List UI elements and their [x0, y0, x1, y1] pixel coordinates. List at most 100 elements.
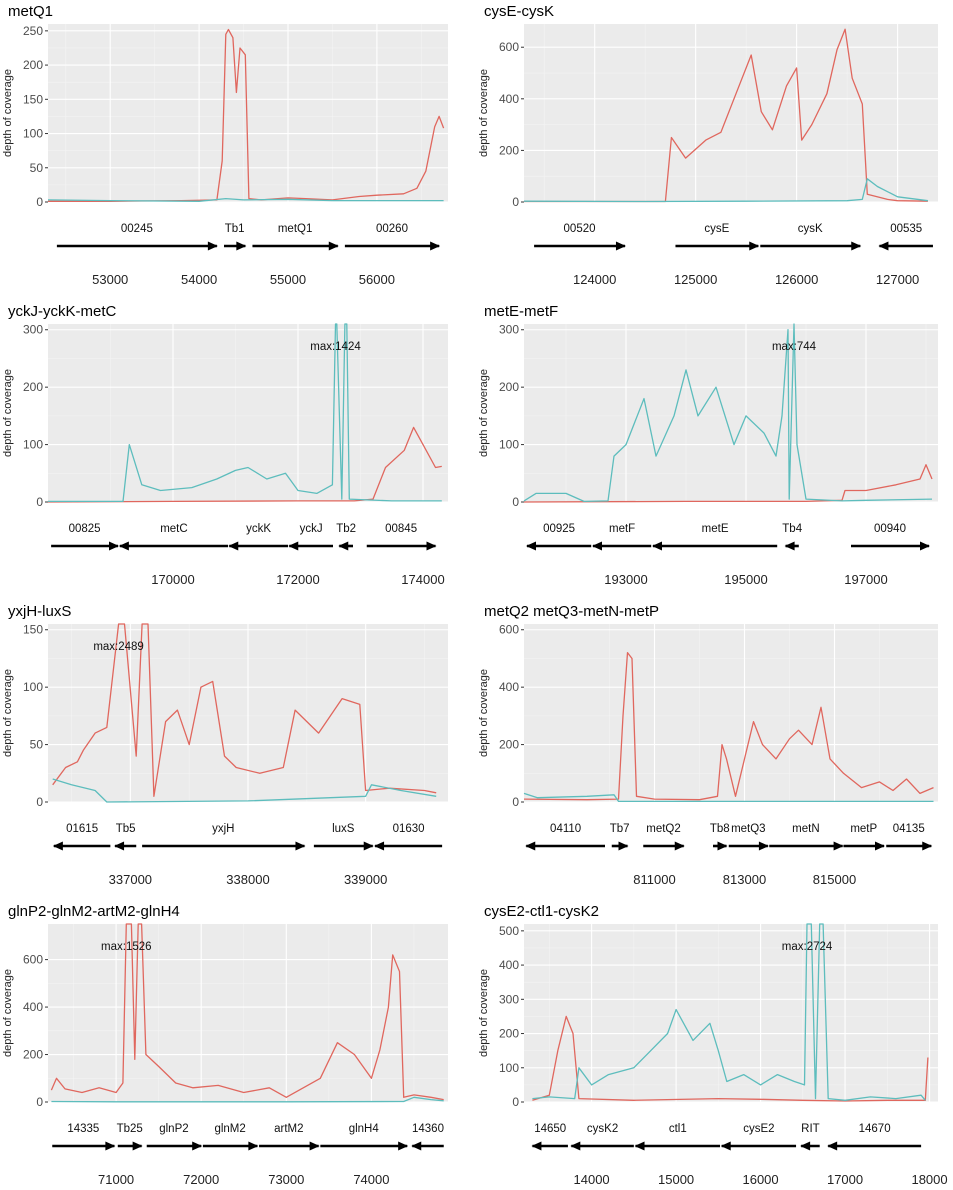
gene-label: 01615 — [66, 823, 98, 835]
y-tick-label: 0 — [512, 1095, 519, 1109]
y-tick-label: 0 — [36, 1095, 43, 1109]
panel-3: metE-metF 0 100 200 300 depth of coverage max:… — [478, 303, 938, 587]
series-line-red — [52, 623, 437, 797]
gene-label: 14650 — [534, 1123, 566, 1135]
gene-arrow-head — [114, 841, 125, 851]
gene-arrow: 00260 — [344, 223, 441, 251]
series-line-teal — [48, 323, 442, 503]
gene-arrow: Tb8 — [710, 823, 730, 851]
gene-arrow-head — [338, 541, 349, 551]
series-line-teal — [532, 923, 926, 1101]
gene-arrow: Tb2 — [336, 523, 356, 551]
x-tick-label: 55000 — [270, 272, 306, 287]
gene-arrow: Tb4 — [782, 523, 803, 551]
gene-arrow-head — [248, 1141, 259, 1151]
x-tick-label: 73000 — [268, 1172, 304, 1187]
y-tick-label: 200 — [23, 1048, 43, 1062]
gene-label: Tb5 — [116, 823, 136, 835]
max-label: max:2489 — [93, 641, 144, 653]
gene-arrow: 00245 — [56, 223, 218, 251]
gene-label: yxjH — [212, 823, 234, 835]
series-line-red — [47, 426, 442, 503]
gene-arrow: 00825 — [51, 523, 119, 551]
gene-label: yckK — [246, 523, 271, 535]
series-line-teal — [523, 792, 934, 803]
gene-arrow-head — [363, 841, 374, 851]
gene-label: metQ1 — [278, 223, 313, 235]
y-tick-label: 0 — [512, 495, 519, 509]
panel-title: glnP2-glnM2-artM2-glnH4 — [8, 903, 180, 920]
panel-title: yxjH-luxS — [8, 603, 71, 620]
panel-7: cysE2-ctl1-cysK2 0 100 200 300 400 500 depth of… — [478, 903, 948, 1187]
gene-arrow-head — [192, 1141, 203, 1151]
gene-arrow: cysK2 — [570, 1123, 634, 1151]
series-line-teal — [523, 323, 933, 503]
gene-label: 14360 — [412, 1123, 444, 1135]
gene-arrow-head — [878, 241, 889, 251]
gene-arrow-head — [570, 1141, 581, 1151]
max-label: max:1424 — [310, 341, 361, 353]
panel-title: yckJ-yckK-metC — [8, 303, 117, 320]
x-tick-label: 339000 — [344, 872, 387, 887]
gene-arrow-head — [398, 1141, 409, 1151]
x-tick-label: 124000 — [573, 272, 616, 287]
gene-arrow-head — [784, 541, 795, 551]
gene-arrow: cysK — [760, 223, 862, 251]
gene-arrow-head — [228, 541, 239, 551]
y-axis-label: depth of coverage — [478, 669, 490, 757]
gene-label: 01630 — [393, 823, 425, 835]
x-tick-label: 14000 — [574, 1172, 610, 1187]
series-line-teal — [47, 197, 444, 202]
y-tick-label: 300 — [499, 323, 519, 337]
y-tick-label: 250 — [23, 24, 43, 38]
max-label: max:1526 — [101, 941, 152, 953]
gene-label: Tb25 — [117, 1123, 143, 1135]
gene-arrow-head — [52, 841, 63, 851]
gene-label: 14670 — [859, 1123, 891, 1135]
gene-label: 00845 — [385, 523, 417, 535]
gene-arrow: glnH4 — [320, 1123, 409, 1151]
panel-title: cysE-cysK — [484, 3, 554, 20]
gene-label: 00260 — [376, 223, 408, 235]
max-label: max:2724 — [782, 941, 833, 953]
gene-label: metQ3 — [731, 823, 766, 835]
x-tick-label: 172000 — [276, 572, 319, 587]
y-tick-label: 0 — [36, 195, 43, 209]
y-tick-label: 200 — [499, 738, 519, 752]
y-tick-label: 400 — [499, 680, 519, 694]
gene-arrow-head — [827, 1141, 838, 1151]
panel-title: metE-metF — [484, 303, 558, 320]
y-tick-label: 0 — [36, 795, 43, 809]
gene-arrow-head — [526, 541, 536, 551]
series-line-red — [50, 923, 444, 1101]
gene-arrow: metQ3 — [728, 823, 769, 851]
gene-arrow: Tb1 — [224, 223, 247, 251]
gene-arrow-head — [531, 1141, 542, 1151]
y-tick-label: 300 — [23, 323, 43, 337]
gene-label: 00925 — [543, 523, 575, 535]
y-tick-label: 50 — [30, 161, 44, 175]
x-tick-label: 813000 — [723, 872, 766, 887]
gene-arrow: 01615 — [52, 823, 111, 851]
gene-arrow: 04110 — [525, 823, 605, 851]
gene-arrow-head — [132, 1141, 143, 1151]
gene-arrow: 14335 — [52, 1123, 116, 1151]
y-tick-label: 400 — [499, 958, 519, 972]
gene-arrow: glnM2 — [202, 1123, 259, 1151]
y-tick-label: 200 — [499, 380, 519, 394]
gene-arrow: yxjH — [142, 823, 306, 851]
gene-arrow: ctl1 — [634, 1123, 721, 1151]
x-tick-label: 197000 — [844, 572, 887, 587]
plot-background — [48, 924, 448, 1102]
plot-background — [524, 24, 938, 202]
gene-arrow: 00925 — [526, 523, 592, 551]
x-tick-label: 54000 — [181, 272, 217, 287]
gene-arrow: 14670 — [827, 1123, 922, 1151]
gene-arrow-head — [833, 841, 844, 851]
gene-arrow-head — [851, 241, 862, 251]
gene-label: metE — [702, 523, 729, 535]
y-tick-label: 300 — [499, 992, 519, 1006]
gene-arrow-head — [618, 841, 629, 851]
y-tick-label: 50 — [30, 738, 44, 752]
gene-arrow: cysE — [675, 223, 760, 251]
